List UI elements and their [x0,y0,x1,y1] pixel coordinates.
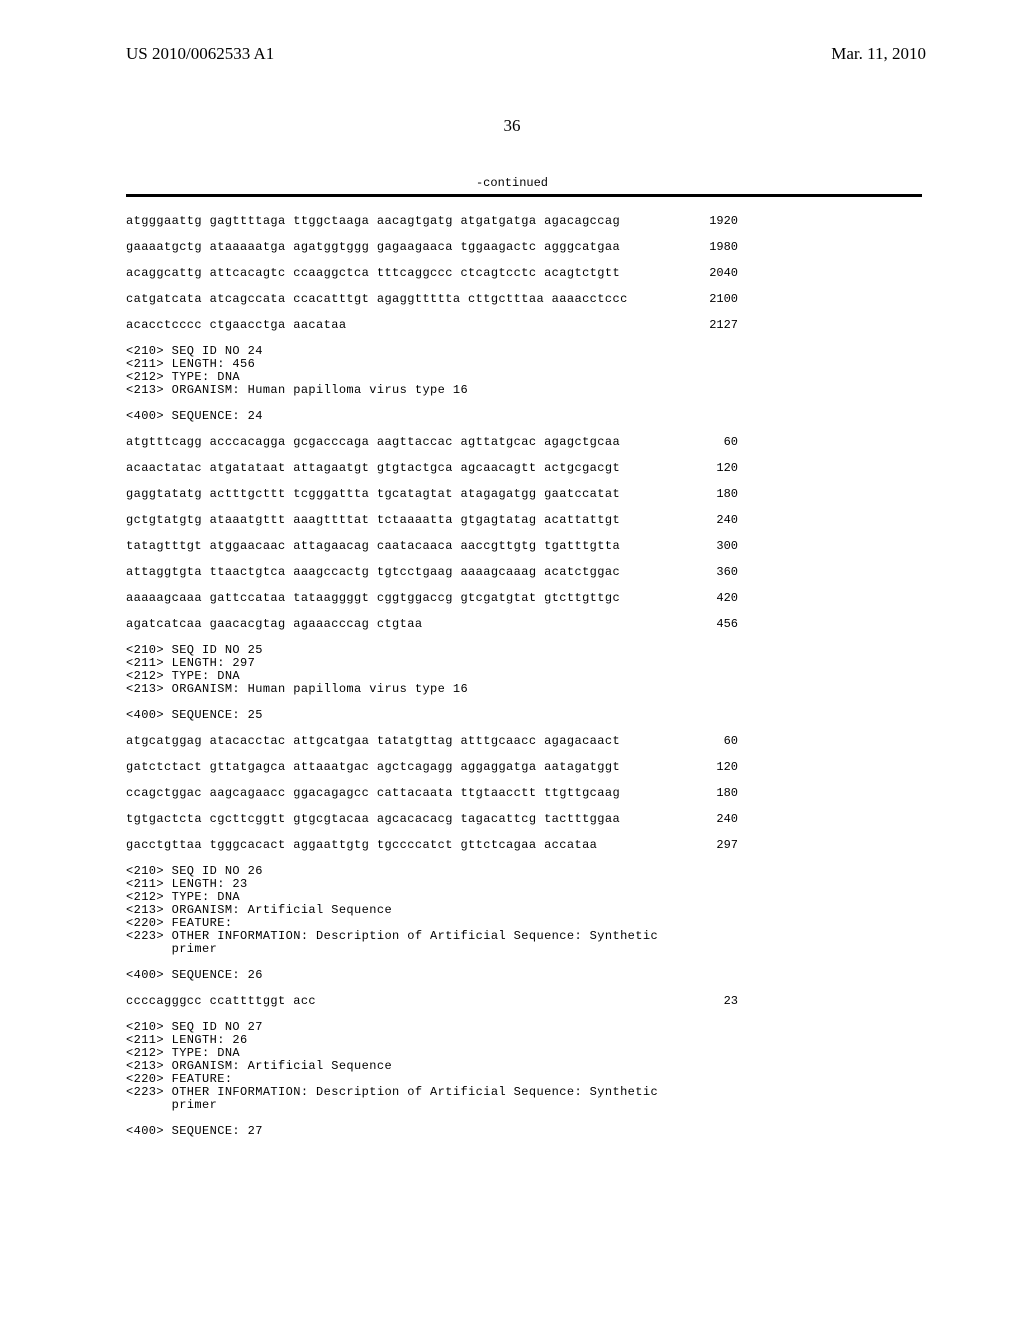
sequence-text: attaggtgta ttaactgtca aaagccactg tgtcctg… [126,566,620,578]
metadata-line: <211> LENGTH: 23 [126,878,922,890]
sequence-text: ccccagggcc ccattttggt acc [126,995,316,1007]
sequence-header: <400> SEQUENCE: 25 [126,709,922,721]
sequence-row: atgtttcagg acccacagga gcgacccaga aagttac… [126,436,922,448]
sequence-text: agatcatcaa gaacacgtag agaaacccag ctgtaa [126,618,422,630]
sequence-text: tgtgactcta cgcttcggtt gtgcgtacaa agcacac… [126,813,620,825]
metadata-line: <213> ORGANISM: Human papilloma virus ty… [126,384,922,396]
metadata-line: primer [126,943,922,955]
sequence-row: ccccagggcc ccattttggt acc 23 [126,995,922,1007]
sequence-row: acaggcattg attcacagtc ccaaggctca tttcagg… [126,267,922,279]
sequence-header: <400> SEQUENCE: 24 [126,410,922,422]
sequence-row: catgatcata atcagccata ccacatttgt agaggtt… [126,293,922,305]
sequence-text: catgatcata atcagccata ccacatttgt agaggtt… [126,293,628,305]
sequence-row: atgggaattg gagttttaga ttggctaaga aacagtg… [126,215,922,227]
sequence-metadata: <210> SEQ ID NO 27<211> LENGTH: 26<212> … [126,1021,922,1111]
sequence-row: acacctcccc ctgaacctga aacataa 2127 [126,319,922,331]
metadata-line: <212> TYPE: DNA [126,891,922,903]
sequence-position: 60 [724,735,922,747]
metadata-line: <212> TYPE: DNA [126,371,922,383]
sequence-position: 1980 [709,241,922,253]
sequence-position: 1920 [709,215,922,227]
publication-date: Mar. 11, 2010 [831,44,926,64]
sequence-text: atgtttcagg acccacagga gcgacccaga aagttac… [126,436,620,448]
sequence-text: gacctgttaa tgggcacact aggaattgtg tgcccca… [126,839,597,851]
sequence-text: atgcatggag atacacctac attgcatgaa tatatgt… [126,735,620,747]
page-number: 36 [0,116,1024,136]
sequence-text: gaaaatgctg ataaaaatga agatggtggg gagaaga… [126,241,620,253]
metadata-line: <220> FEATURE: [126,1073,922,1085]
metadata-line: <220> FEATURE: [126,917,922,929]
sequence-position: 60 [724,436,922,448]
page-header: US 2010/0062533 A1 Mar. 11, 2010 [0,0,1024,64]
metadata-line: <212> TYPE: DNA [126,670,922,682]
sequence-text: ccagctggac aagcagaacc ggacagagcc cattaca… [126,787,620,799]
sequence-text: gctgtatgtg ataaatgttt aaagttttat tctaaaa… [126,514,620,526]
sequence-position: 2100 [709,293,922,305]
metadata-line: <212> TYPE: DNA [126,1047,922,1059]
metadata-line: <213> ORGANISM: Human papilloma virus ty… [126,683,922,695]
sequence-text: atgggaattg gagttttaga ttggctaaga aacagtg… [126,215,620,227]
sequence-metadata: <210> SEQ ID NO 25<211> LENGTH: 297<212>… [126,644,922,695]
sequence-row: gctgtatgtg ataaatgttt aaagttttat tctaaaa… [126,514,922,526]
sequence-position: 120 [716,761,922,773]
metadata-line: <213> ORGANISM: Artificial Sequence [126,904,922,916]
sequence-position: 2040 [709,267,922,279]
sequence-row: acaactatac atgatataat attagaatgt gtgtact… [126,462,922,474]
sequence-metadata: <210> SEQ ID NO 26<211> LENGTH: 23<212> … [126,865,922,955]
sequence-text: aaaaagcaaa gattccataa tataaggggt cggtgga… [126,592,620,604]
sequence-text: acacctcccc ctgaacctga aacataa [126,319,346,331]
sequence-header: <400> SEQUENCE: 27 [126,1125,922,1137]
metadata-line: <210> SEQ ID NO 26 [126,865,922,877]
metadata-line: <223> OTHER INFORMATION: Description of … [126,1086,922,1098]
sequence-row: gatctctact gttatgagca attaaatgac agctcag… [126,761,922,773]
sequence-position: 297 [716,839,922,851]
sequence-listing: atgggaattg gagttttaga ttggctaaga aacagtg… [0,197,1024,1137]
sequence-row: aaaaagcaaa gattccataa tataaggggt cggtgga… [126,592,922,604]
metadata-line: <223> OTHER INFORMATION: Description of … [126,930,922,942]
sequence-text: gaggtatatg actttgcttt tcgggattta tgcatag… [126,488,620,500]
sequence-row: tatagtttgt atggaacaac attagaacag caataca… [126,540,922,552]
metadata-line: <211> LENGTH: 456 [126,358,922,370]
metadata-line: <210> SEQ ID NO 24 [126,345,922,357]
metadata-line: primer [126,1099,922,1111]
sequence-position: 360 [716,566,922,578]
sequence-row: gaggtatatg actttgcttt tcgggattta tgcatag… [126,488,922,500]
sequence-row: agatcatcaa gaacacgtag agaaacccag ctgtaa 4… [126,618,922,630]
sequence-row: attaggtgta ttaactgtca aaagccactg tgtcctg… [126,566,922,578]
sequence-position: 180 [716,488,922,500]
sequence-position: 120 [716,462,922,474]
continued-label: -continued [0,176,1024,190]
sequence-text: tatagtttgt atggaacaac attagaacag caataca… [126,540,620,552]
sequence-row: gaaaatgctg ataaaaatga agatggtggg gagaaga… [126,241,922,253]
sequence-position: 240 [716,514,922,526]
sequence-position: 180 [716,787,922,799]
metadata-line: <210> SEQ ID NO 27 [126,1021,922,1033]
metadata-line: <210> SEQ ID NO 25 [126,644,922,656]
sequence-position: 23 [724,995,922,1007]
patent-number: US 2010/0062533 A1 [126,44,274,64]
sequence-text: gatctctact gttatgagca attaaatgac agctcag… [126,761,620,773]
sequence-header: <400> SEQUENCE: 26 [126,969,922,981]
metadata-line: <211> LENGTH: 297 [126,657,922,669]
sequence-position: 2127 [709,319,922,331]
sequence-position: 420 [716,592,922,604]
sequence-text: acaggcattg attcacagtc ccaaggctca tttcagg… [126,267,620,279]
sequence-text: acaactatac atgatataat attagaatgt gtgtact… [126,462,620,474]
sequence-row: ccagctggac aagcagaacc ggacagagcc cattaca… [126,787,922,799]
sequence-metadata: <210> SEQ ID NO 24<211> LENGTH: 456<212>… [126,345,922,396]
sequence-row: tgtgactcta cgcttcggtt gtgcgtacaa agcacac… [126,813,922,825]
metadata-line: <213> ORGANISM: Artificial Sequence [126,1060,922,1072]
sequence-row: atgcatggag atacacctac attgcatgaa tatatgt… [126,735,922,747]
sequence-position: 240 [716,813,922,825]
metadata-line: <211> LENGTH: 26 [126,1034,922,1046]
sequence-position: 456 [716,618,922,630]
sequence-position: 300 [716,540,922,552]
sequence-row: gacctgttaa tgggcacact aggaattgtg tgcccca… [126,839,922,851]
